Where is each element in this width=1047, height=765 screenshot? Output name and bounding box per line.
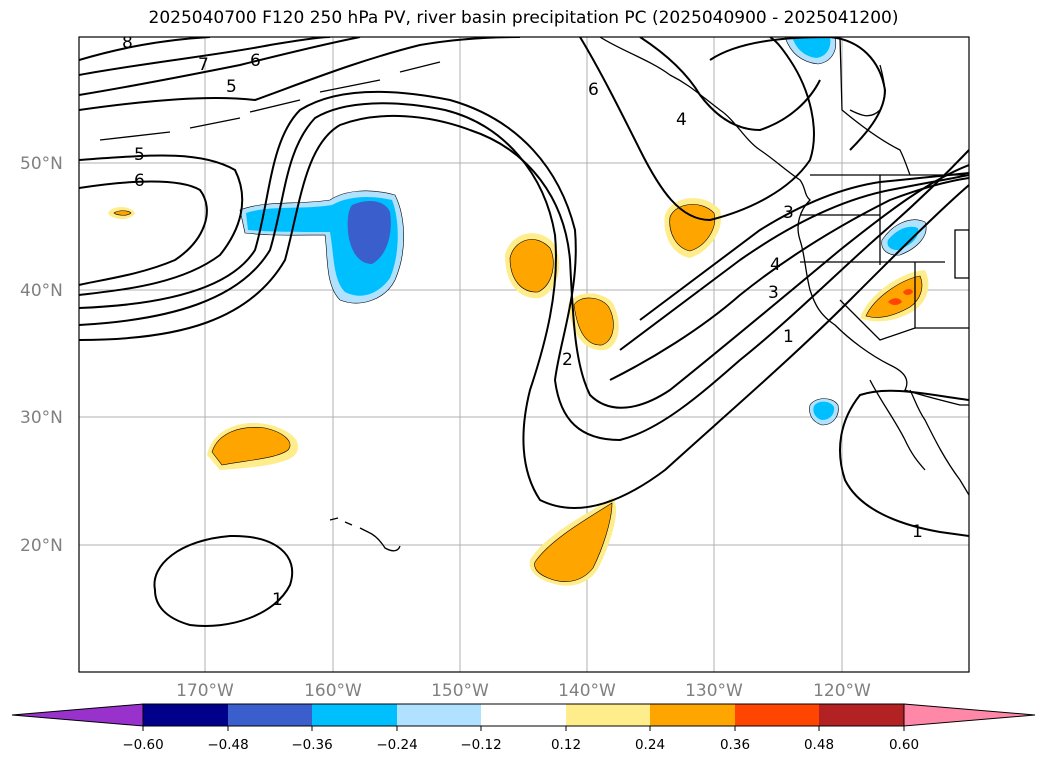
contour-label: 4: [770, 255, 781, 275]
map-title: 2025040700 F120 250 hPa PV, river basin …: [148, 8, 899, 28]
negative-anomaly-region: [792, 37, 831, 58]
pv-contour: [609, 177, 969, 381]
colorbar-segment: [397, 704, 481, 726]
colorbar-frame: [142, 703, 905, 727]
contour-label: 8: [122, 33, 133, 53]
island-chain: [99, 61, 441, 141]
colorbar-segment: [819, 704, 904, 726]
colorbar-segment: [566, 704, 650, 726]
lon-tick-label: 160°W: [304, 681, 362, 701]
colorbar-tick-label: −0.24: [376, 737, 417, 753]
gridlines: [79, 37, 969, 672]
contour-label: 4: [676, 110, 687, 130]
negative-anomaly-region: [887, 226, 919, 250]
colorbar-tick-label: 0.24: [635, 737, 665, 753]
state-border: [954, 229, 969, 279]
colorbar-segment: [735, 704, 819, 726]
contour-label: 6: [588, 80, 599, 100]
lat-tick-label: 40°N: [20, 281, 63, 301]
colorbar-segment: [481, 704, 566, 726]
lon-tick-label: 170°W: [176, 681, 234, 701]
colorbar-extend-low: [11, 703, 144, 727]
positive-anomaly-region: [903, 289, 913, 295]
positive-anomaly-region: [534, 502, 613, 582]
contour-labels: 8 7 6 5 5 6 6 4 3 3 2 1 1 1 4: [122, 33, 923, 610]
colorbar-tick-label: 0.48: [804, 737, 834, 753]
pv-contour: [79, 154, 244, 296]
lat-tick-label: 20°N: [20, 536, 63, 556]
contour-label: 3: [768, 283, 779, 303]
lat-tick-labels: 20°N 30°N 40°N 50°N: [20, 154, 63, 556]
pv-contour: [153, 534, 294, 627]
colorbar-tick-label: 0.12: [551, 737, 581, 753]
lon-tick-labels: 170°W 160°W 150°W 140°W 130°W 120°W: [176, 681, 871, 701]
contour-label: 1: [783, 327, 794, 347]
contour-label: 3: [783, 203, 794, 223]
coastline: [599, 37, 969, 406]
pv-contours: [79, 37, 969, 627]
colorbar-tick-label: −0.36: [291, 737, 332, 753]
colorbar-tick-label: −0.48: [207, 737, 248, 753]
pv-contour: [79, 114, 969, 409]
pv-contour: [79, 37, 521, 111]
negative-anomaly-region: [347, 200, 391, 264]
colorbar-tick-label: 0.60: [889, 737, 919, 753]
pv-contour: [79, 37, 361, 96]
contour-label: 6: [134, 171, 145, 191]
pv-contour: [79, 37, 331, 76]
colorbar-tick-label: 0.36: [720, 737, 750, 753]
positive-anomaly-region: [509, 239, 554, 293]
contour-label: 7: [198, 55, 209, 75]
contour-label: 5: [226, 77, 237, 97]
positive-anomaly-region: [865, 275, 923, 318]
pv-contour: [79, 37, 211, 61]
lat-tick-label: 50°N: [20, 154, 63, 174]
coastline: [869, 379, 926, 471]
coastline: [909, 389, 969, 496]
contour-label: 1: [912, 522, 923, 542]
positive-anomaly-region: [211, 427, 291, 466]
lon-tick-label: 120°W: [813, 681, 871, 701]
pv-contour: [579, 37, 815, 222]
colorbar-tick-label: −0.12: [460, 737, 501, 753]
colorbar-segment: [143, 704, 228, 726]
pv-contour: [839, 389, 969, 537]
precip-anomaly-shading: [108, 37, 929, 586]
positive-anomaly-region: [888, 298, 902, 305]
pv-contour: [79, 180, 208, 286]
pv-contour: [709, 37, 887, 151]
contour-label: 6: [250, 51, 261, 71]
pv-contour: [79, 102, 969, 509]
colorbar-segment: [228, 704, 312, 726]
colorbar-extend-high: [903, 703, 1036, 727]
state-border: [839, 299, 969, 341]
lon-tick-label: 150°W: [431, 681, 489, 701]
contour-label: 5: [134, 145, 145, 165]
positive-anomaly-region: [573, 297, 614, 346]
pv-contour: [619, 174, 969, 351]
map-frame: [78, 36, 970, 673]
lon-tick-label: 130°W: [685, 681, 743, 701]
colorbar-segment: [650, 704, 735, 726]
colorbar-tick-label: −0.60: [122, 737, 163, 753]
pv-contour: [639, 37, 821, 132]
colorbar-segment: [312, 704, 397, 726]
pv-contour: [639, 172, 969, 321]
colorbar: −0.60 −0.48 −0.36 −0.24 −0.12 0.12 0.24 …: [11, 703, 1036, 753]
pv-contour: [79, 90, 969, 442]
lat-tick-label: 30°N: [20, 408, 63, 428]
lon-tick-label: 140°W: [558, 681, 616, 701]
border-line: [839, 37, 911, 176]
contour-label: 2: [562, 350, 573, 370]
positive-anomaly-region: [669, 204, 716, 252]
positive-anomaly-region: [113, 210, 132, 216]
island: [329, 517, 401, 552]
negative-anomaly-region: [813, 401, 835, 420]
contour-label: 1: [272, 590, 283, 610]
